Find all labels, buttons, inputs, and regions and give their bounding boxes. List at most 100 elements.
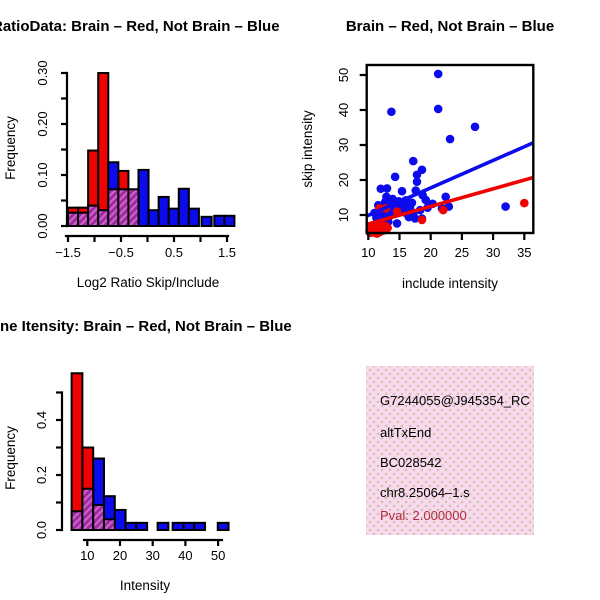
- gene-probe-id: G7244055@J945354_RC: [380, 393, 530, 408]
- hist-bar-overlap: [102, 518, 116, 531]
- scatter-point-blue: [387, 107, 396, 117]
- x-tick-label: −1.5: [55, 245, 81, 260]
- hist-bar-overlap: [77, 211, 90, 228]
- hist-bar-blue: [124, 521, 138, 532]
- hist-bar-overlap: [67, 211, 80, 228]
- hist-bar-blue: [147, 209, 160, 228]
- hist-bar-blue: [135, 521, 149, 532]
- x-tick-label: 20: [113, 548, 127, 563]
- hist-bar-overlap: [107, 188, 120, 227]
- y-axis-title: skip intensity: [300, 110, 315, 188]
- x-tick-label: 10: [80, 548, 94, 563]
- scatter-point-blue: [441, 192, 450, 202]
- hist-bar-blue: [137, 168, 150, 227]
- y-tick-label: 0.2: [34, 466, 49, 484]
- scatter-point-blue: [470, 122, 480, 132]
- hist-bar-overlap: [97, 209, 110, 228]
- hist-bar-blue: [113, 508, 127, 532]
- y-axis-title: Frequency: [3, 116, 18, 180]
- chart-title: Brain – Red, Not Brain – Blue: [346, 18, 554, 35]
- scatter-point-blue: [421, 195, 431, 205]
- plot-box: [365, 63, 535, 235]
- hist-bar-overlap: [81, 487, 95, 531]
- y-tick-label: 30: [336, 138, 351, 152]
- x-axis-title: include intensity: [402, 276, 498, 291]
- x-tick-label: 30: [486, 245, 500, 260]
- scatter-plot: 10 15 20 25 30 35 10 20 30 40 50 skip intensity incl…: [300, 18, 554, 291]
- y-tick-label: 10: [336, 208, 351, 222]
- y-tick-label: 20: [336, 173, 351, 187]
- histogram-log2ratio-plot: 0.00 0.10 0.20 0.30 −1.5 −0.5 0.5 1.5 Frequency L…: [0, 18, 280, 290]
- hist-bar-blue: [167, 207, 180, 228]
- scatter-point-blue: [376, 184, 386, 194]
- regression-line-blue: [365, 141, 534, 218]
- chart-title: Gene Itensity: Brain – Red, Not Brain – …: [0, 318, 292, 335]
- hist-bar-overlap: [87, 204, 100, 228]
- scatter-point-blue: [433, 104, 443, 114]
- hist-bar-blue: [187, 207, 200, 228]
- y-tick-label: 50: [336, 68, 351, 82]
- hist-bar-blue: [216, 521, 230, 532]
- x-tick-label: 10: [361, 245, 375, 260]
- y-tick-label: 0.00: [35, 213, 50, 238]
- scatter-point-red: [383, 223, 392, 233]
- x-tick-label: 15: [392, 245, 406, 260]
- x-tick-label: 30: [145, 548, 159, 563]
- x-axis-title: Intensity: [120, 578, 171, 593]
- gene-event-type: altTxEnd: [380, 425, 432, 440]
- scatter-point-blue: [445, 134, 455, 144]
- hist-bar-blue: [157, 195, 170, 227]
- hist-bar-red: [97, 72, 110, 227]
- hist-bar-overlap: [127, 188, 140, 227]
- y-tick-label: 40: [336, 103, 351, 117]
- regression-line-red: [366, 175, 534, 227]
- hist-bar-blue: [193, 521, 207, 532]
- hist-bar-blue: [223, 214, 236, 228]
- gene-pval: Pval: 2.000000: [380, 508, 467, 523]
- hist-bar-overlap: [70, 510, 84, 532]
- scatter-point-blue: [397, 186, 407, 196]
- x-tick-label: −0.5: [108, 245, 134, 260]
- scatter-point-red: [417, 215, 427, 225]
- x-tick-label: 40: [178, 548, 192, 563]
- scatter-point-red: [438, 205, 448, 215]
- scatter-point-blue: [501, 202, 510, 211]
- y-tick-label: 0.10: [35, 162, 50, 187]
- histogram-log2ratio: 0.00 0.10 0.20 0.30 −1.5 −0.5 0.5 1.5 Frequency L…: [0, 18, 280, 290]
- hist-bar-blue: [156, 521, 170, 532]
- scatter-point-blue: [412, 177, 422, 187]
- scatter-skip-vs-include: 10 15 20 25 30 35 10 20 30 40 50 skip intensity incl…: [300, 18, 554, 291]
- histogram-intensity: 0.0 0.2 0.4 10 20 30 40 50 Frequency Intensity Gen…: [0, 318, 292, 593]
- gene-accession: BC028542: [380, 455, 442, 470]
- scatter-point-blue: [382, 192, 391, 202]
- y-tick-label: 0.0: [34, 521, 49, 539]
- hist-bar-blue: [200, 215, 213, 228]
- chart-title: RatioData: Brain – Red, Not Brain – Blue: [0, 18, 280, 35]
- hist-bar-blue: [171, 521, 185, 532]
- scatter-point-blue: [408, 156, 418, 166]
- x-tick-label: 0.5: [165, 245, 183, 260]
- y-axis-title: Frequency: [3, 426, 18, 490]
- x-axis-title: Log2 Ratio Skip/Include: [77, 275, 220, 290]
- y-tick-label: 0.20: [35, 111, 50, 136]
- hist-bar-red: [70, 372, 84, 531]
- hist-bar-blue: [213, 214, 226, 228]
- y-tick-label: 0.30: [35, 60, 50, 85]
- x-tick-label: 50: [211, 548, 225, 563]
- hist-bar-blue: [182, 521, 196, 532]
- x-tick-label: 25: [455, 245, 469, 260]
- scatter-point-red: [520, 198, 529, 208]
- x-tick-label: 20: [423, 245, 437, 260]
- scatter-point-blue: [412, 170, 422, 180]
- scatter-point-blue: [390, 172, 400, 182]
- scatter-point-blue: [392, 219, 402, 228]
- hist-bar-overlap: [92, 503, 105, 532]
- hist-bar-overlap: [117, 188, 130, 227]
- gene-info-box: G7244055@J945354_RC altTxEnd BC028542 ch…: [366, 366, 534, 535]
- x-tick-label: 35: [517, 245, 531, 260]
- histogram-intensity-plot: 0.0 0.2 0.4 10 20 30 40 50 Frequency Intensity Gen…: [0, 318, 292, 593]
- x-tick-label: 1.5: [218, 245, 236, 260]
- hist-bar-blue: [177, 187, 190, 228]
- scatter-point-blue: [433, 69, 443, 79]
